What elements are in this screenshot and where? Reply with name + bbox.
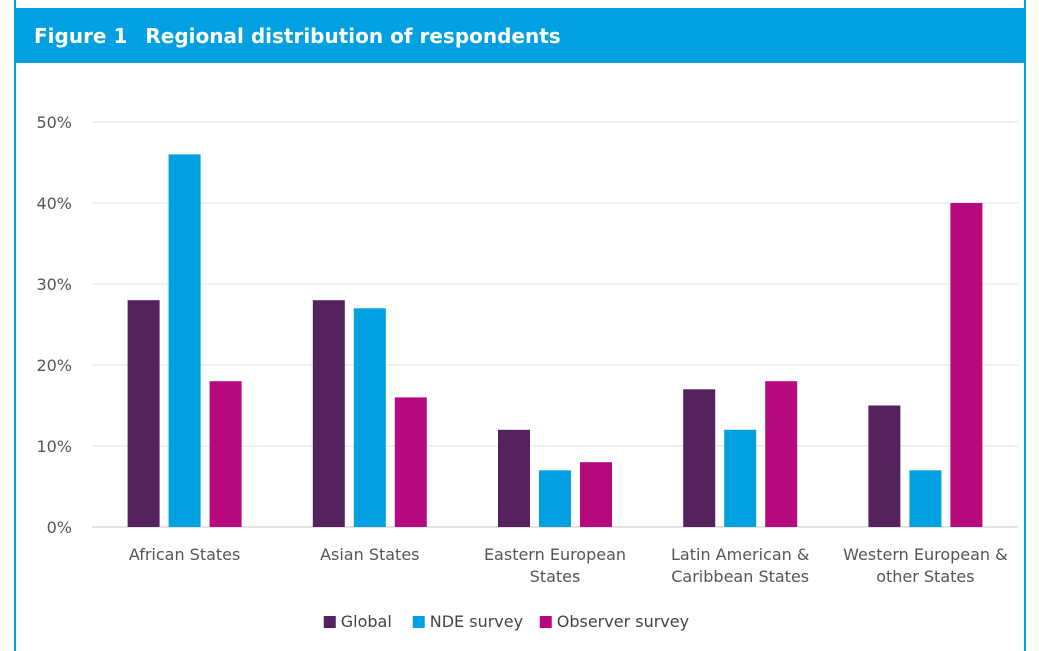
bar [394,397,427,527]
legend-label: Global [341,612,392,631]
x-category-label: Western European & other States [843,545,1007,586]
bar [765,381,798,527]
x-category-label: Asian States [320,545,419,564]
y-tick-label: 50% [36,113,72,132]
y-tick-label: 30% [36,275,72,294]
legend-swatch [412,616,425,628]
bar [868,405,901,527]
figure-title: Regional distribution of respondents [145,23,561,48]
x-category-label: Eastern European States [484,545,626,586]
bar [724,429,757,527]
bar [909,470,942,527]
bar [353,308,386,527]
y-tick-label: 10% [36,437,72,456]
figure-header: Figure 1 Regional distribution of respon… [14,8,1026,63]
bar [580,462,612,527]
legend-swatch [323,616,336,628]
legend-label: Observer survey [557,612,689,631]
bar [127,300,160,527]
figure-frame [14,0,1026,651]
legend-swatch [539,616,552,628]
bar [209,381,242,527]
y-tick-label: 20% [36,356,72,375]
bar [683,389,716,527]
y-tick-label: 0% [47,518,72,537]
bar [498,429,530,527]
y-tick-label: 40% [36,194,72,213]
bar [312,300,345,527]
bar [950,203,983,527]
bar [168,154,201,527]
x-category-label: Latin American & Caribbean States [671,545,809,586]
figure-label: Figure 1 [34,23,128,48]
x-category-label: African States [129,545,241,564]
legend-label: NDE survey [430,612,523,631]
bar [539,470,571,527]
